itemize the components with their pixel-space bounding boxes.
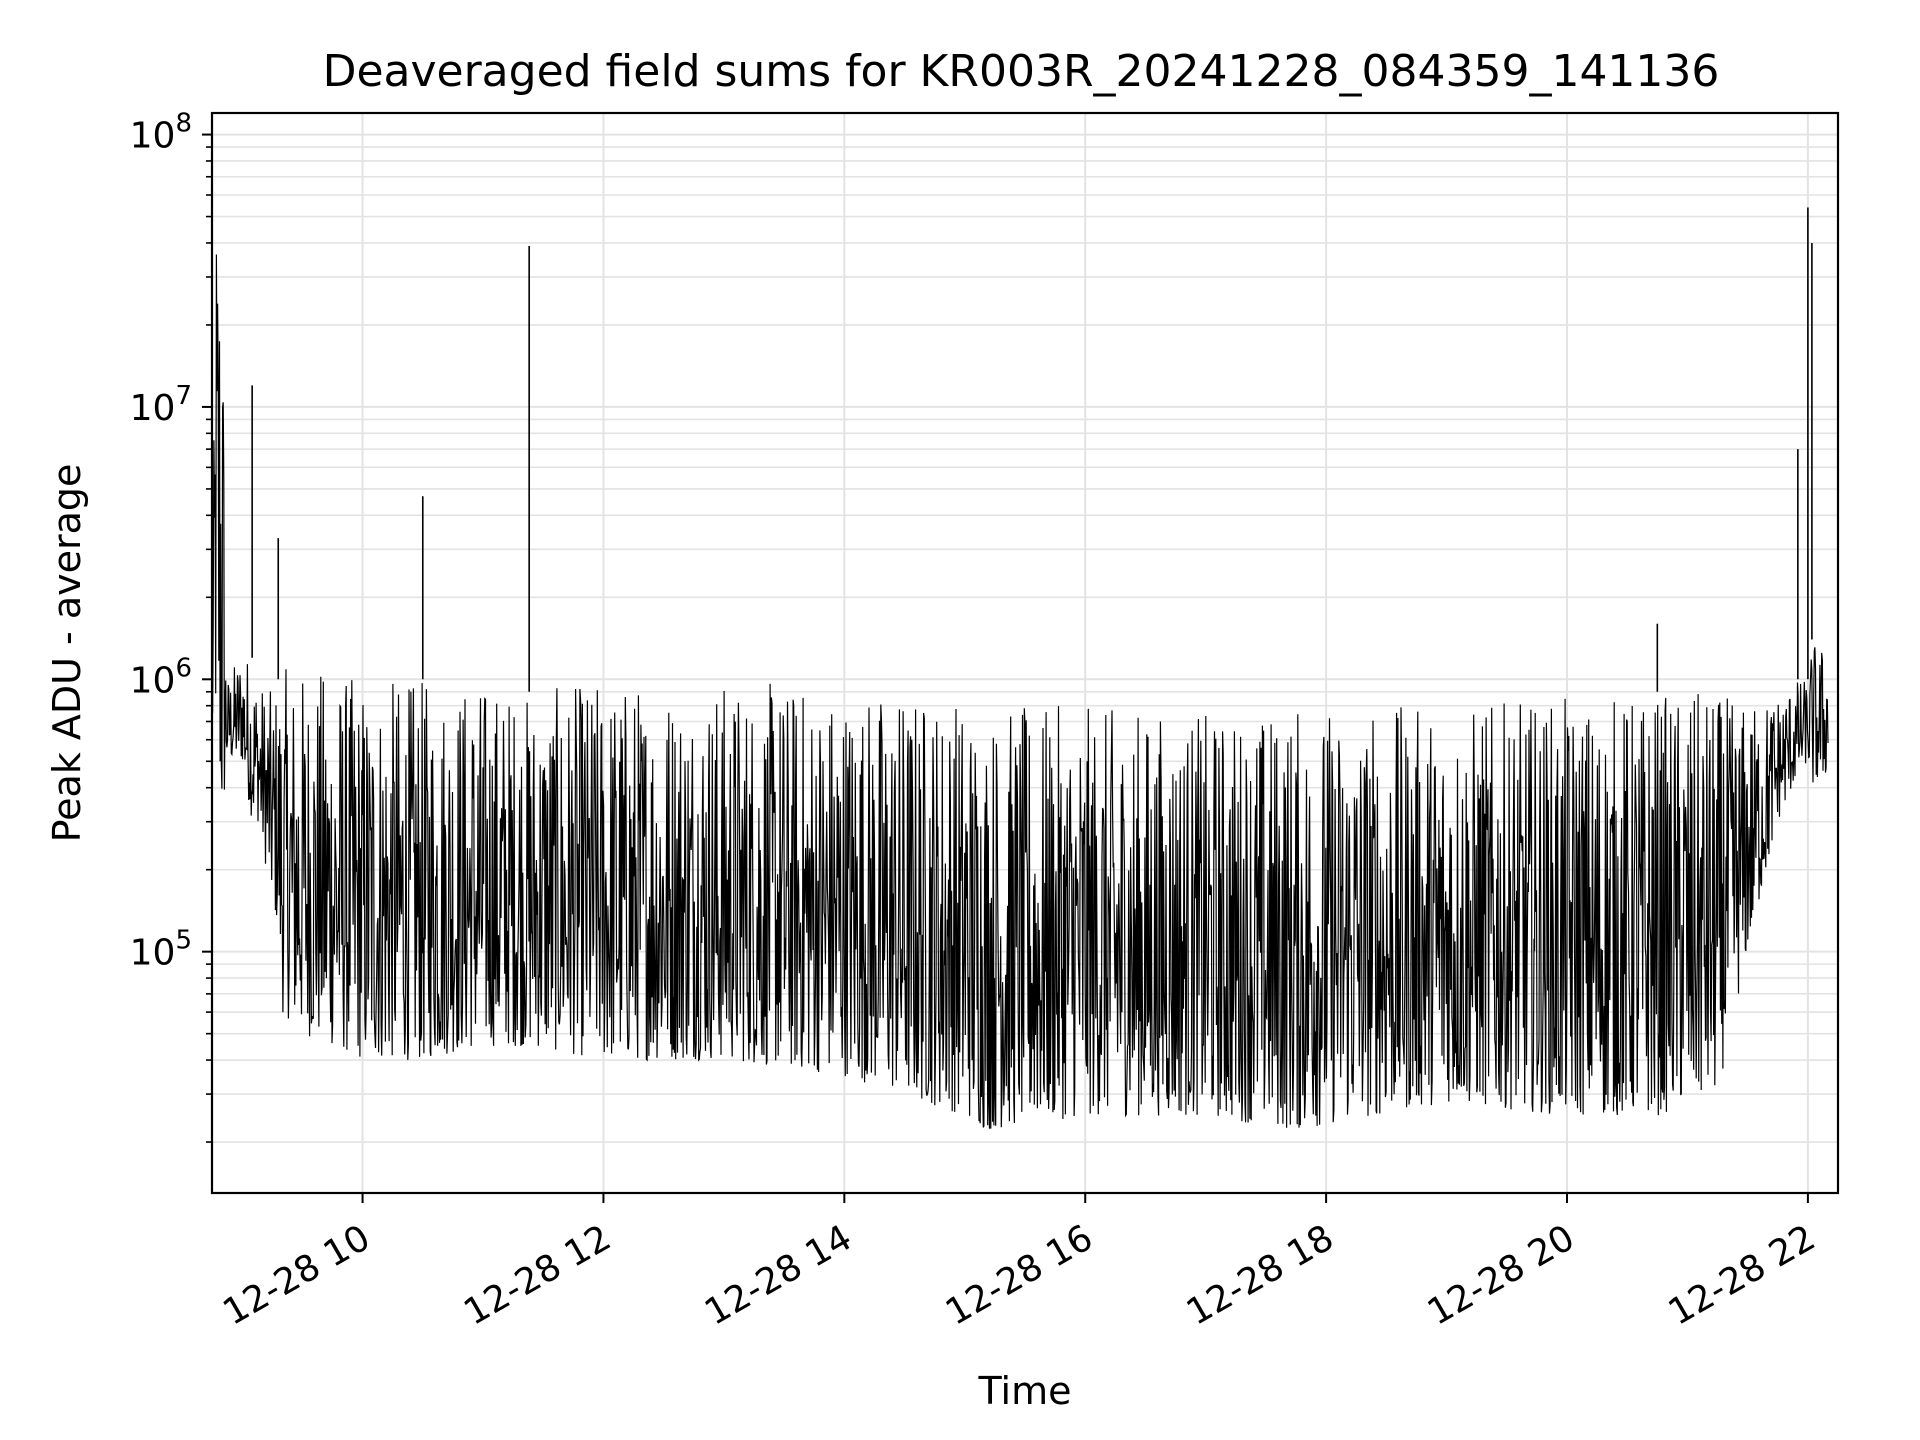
x-tick-label: 12-28 18 xyxy=(1180,1217,1341,1333)
series-line xyxy=(212,254,1829,1129)
y-tick-label: 108 xyxy=(130,109,192,157)
chart-title: Deaveraged field sums for KR003R_2024122… xyxy=(323,46,1720,97)
grid xyxy=(212,113,1838,1193)
x-tick-label: 12-28 10 xyxy=(216,1217,377,1333)
y-tick-label: 107 xyxy=(130,381,192,429)
series-line-layer xyxy=(251,207,1813,692)
x-tick-label: 12-28 12 xyxy=(457,1217,618,1333)
y-tick-label: 106 xyxy=(130,653,192,701)
x-axis-ticks: 12-28 10 12-28 12 12-28 14 12-28 16 12-28 18… xyxy=(216,1193,1822,1334)
data-envelope xyxy=(212,254,1829,1129)
y-tick-label: 105 xyxy=(130,926,192,974)
x-tick-label: 12-28 16 xyxy=(939,1217,1100,1333)
x-tick-label: 12-28 14 xyxy=(698,1217,859,1333)
x-tick-label: 12-28 20 xyxy=(1421,1217,1582,1333)
x-axis-label: Time xyxy=(978,1369,1072,1413)
y-axis-ticks: 105 106 107 108 xyxy=(130,109,212,1143)
y-axis-label: Peak ADU - average xyxy=(45,464,89,843)
plot-frame xyxy=(210,111,1840,1195)
x-tick-label: 12-28 22 xyxy=(1662,1217,1823,1333)
